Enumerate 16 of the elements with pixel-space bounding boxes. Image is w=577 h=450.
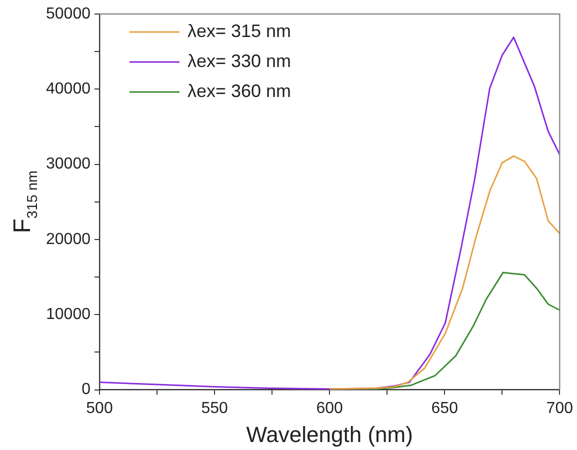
legend-label: λex= 315 nm xyxy=(187,20,292,41)
x-tick-label: 700 xyxy=(546,400,574,417)
y-tick-label: 0 xyxy=(82,381,91,398)
y-tick-label: 50000 xyxy=(46,5,91,22)
y-tick-label: 40000 xyxy=(46,80,91,98)
x-tick-label: 550 xyxy=(201,400,228,417)
legend-label: λex= 330 nm xyxy=(187,50,292,71)
legend-label: λex= 360 nm xyxy=(187,80,292,101)
y-tick-label: 10000 xyxy=(46,306,91,324)
x-tick-label: 650 xyxy=(431,400,458,417)
x-tick-label: 500 xyxy=(86,400,113,417)
x-axis-title: Wavelength (nm) xyxy=(246,422,413,447)
y-tick-label: 30000 xyxy=(46,156,91,173)
y-axis-title: F315 nm xyxy=(9,170,42,234)
y-tick-label: 20000 xyxy=(46,230,91,248)
x-tick-label: 600 xyxy=(316,400,344,417)
